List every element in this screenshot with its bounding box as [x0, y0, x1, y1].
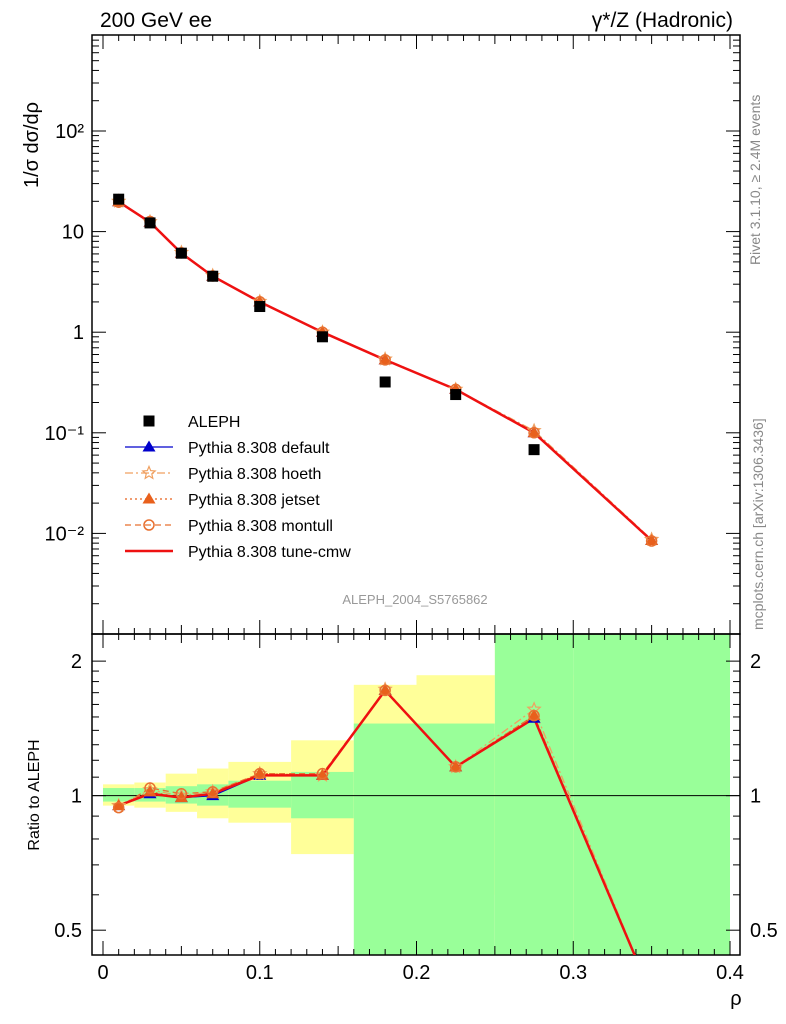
- x-tick-label: 0.3: [559, 962, 587, 984]
- ratio-point-jetset: [143, 785, 157, 797]
- ratio-point-montull: [379, 684, 391, 697]
- legend-marker-default: [142, 440, 156, 452]
- legend-label-data: ALEPH: [188, 414, 240, 431]
- ratio-point-jetset: [112, 799, 126, 811]
- ratio-y-tick-label: 1: [71, 786, 82, 808]
- point-data: [450, 389, 462, 401]
- ratio-y-tick-label: 2: [750, 651, 761, 673]
- ratio-point-montull: [528, 709, 540, 722]
- ratio-y-tick-label: 1: [750, 786, 761, 808]
- legend: ALEPH Pythia 8.308 default Pythia 8.308 ho…: [125, 414, 351, 561]
- ratio-point-jetset: [527, 709, 541, 721]
- ratio-point-jetset: [449, 760, 463, 772]
- ratio-line-tune_cmw: [118, 688, 636, 955]
- inner-band: [573, 634, 730, 955]
- point-data: [113, 193, 125, 205]
- legend-marker-montull: [143, 519, 155, 531]
- ratio-series-lines: [118, 688, 636, 955]
- legend-marker-jetset: [142, 492, 156, 504]
- inner-band: [103, 788, 135, 802]
- x-tick-label: 0: [97, 962, 108, 984]
- ratio-y-tick-label: 2: [71, 651, 82, 673]
- ratio-point-jetset: [378, 683, 392, 695]
- legend-label-jetset: Pythia 8.308 jetset: [188, 492, 320, 509]
- ratio-point-montull: [449, 761, 462, 773]
- point-data: [316, 331, 328, 343]
- y-tick-label: 10²: [55, 121, 84, 143]
- ratio-point-montull: [254, 767, 266, 780]
- ratio-uncertainty-bands: [103, 634, 730, 955]
- mcplots-label: mcplots.cern.ch [arXiv:1306.3436]: [750, 418, 766, 630]
- right-title: γ*/Z (Hadronic): [592, 9, 733, 32]
- ratio-ylabel: Ratio to ALEPH: [26, 739, 43, 850]
- inner-band: [353, 723, 417, 955]
- point-data: [144, 217, 156, 229]
- main-series-lines: [118, 200, 653, 542]
- series-line-jetset: [118, 201, 653, 541]
- y-tick-label: 1: [73, 322, 84, 344]
- main-ylabel: 1/σ dσ/dρ: [21, 102, 43, 188]
- point-data: [207, 270, 219, 282]
- inner-band: [416, 723, 495, 955]
- point-jetset: [378, 353, 392, 365]
- ratio-point-montull: [112, 801, 125, 814]
- ratio-point-montull: [175, 787, 188, 800]
- legend-marker-data: [143, 415, 155, 427]
- y-tick-label: 10: [62, 222, 84, 244]
- point-data: [175, 247, 187, 259]
- y-tick-label: 10⁻²: [45, 523, 85, 545]
- rivet-label: Rivet 3.1.10, ≥ 2.4M events: [747, 95, 763, 265]
- series-line-tune_cmw: [118, 200, 653, 542]
- legend-label-default: Pythia 8.308 default: [188, 440, 330, 457]
- ratio-y-tick-label: 0.5: [750, 920, 778, 942]
- point-jetset: [527, 426, 541, 438]
- inner-band: [228, 780, 292, 808]
- series-line-default: [118, 201, 653, 541]
- ratio-point-jetset: [174, 791, 188, 803]
- x-tick-label: 0.4: [716, 962, 744, 984]
- analysis-id: ALEPH_2004_S5765862: [342, 592, 487, 607]
- series-line-montull: [118, 201, 653, 542]
- legend-label-tune_cmw: Pythia 8.308 tune-cmw: [188, 544, 351, 561]
- legend-label-montull: Pythia 8.308 montull: [188, 518, 333, 535]
- point-data: [254, 301, 266, 313]
- point-data: [379, 376, 391, 388]
- point-jetset: [645, 533, 659, 545]
- main-series-markers: [111, 193, 660, 547]
- y-tick-label: 10⁻¹: [45, 423, 85, 445]
- ratio-series-markers: [111, 681, 542, 814]
- x-tick-label: 0.1: [246, 962, 274, 984]
- point-data: [528, 444, 540, 456]
- ratio-line-montull: [118, 689, 636, 955]
- ratio-point-jetset: [253, 767, 267, 779]
- series-line-hoeth: [118, 200, 653, 540]
- point-montull: [379, 354, 391, 366]
- ratio-point-montull: [206, 786, 219, 798]
- left-title: 200 GeV ee: [100, 9, 212, 32]
- ratio-point-montull: [316, 767, 329, 780]
- main-axes: 10⁻² 10⁻¹ 1 10 10²: [45, 34, 741, 635]
- inner-band: [494, 634, 574, 955]
- legend-label-hoeth: Pythia 8.308 hoeth: [188, 466, 321, 483]
- ratio-point-montull: [144, 782, 156, 794]
- ratio-y-tick-label: 0.5: [54, 920, 82, 942]
- legend-marker-hoeth: [141, 464, 157, 480]
- ratio-axes: 0 0.1 0.2 0.3 0.4 0.5 0.5 1 1 2 2: [54, 633, 778, 984]
- point-montull: [528, 427, 540, 439]
- point-montull: [645, 535, 658, 547]
- x-tick-label: 0.2: [403, 962, 431, 984]
- xlabel: ρ: [730, 988, 741, 1010]
